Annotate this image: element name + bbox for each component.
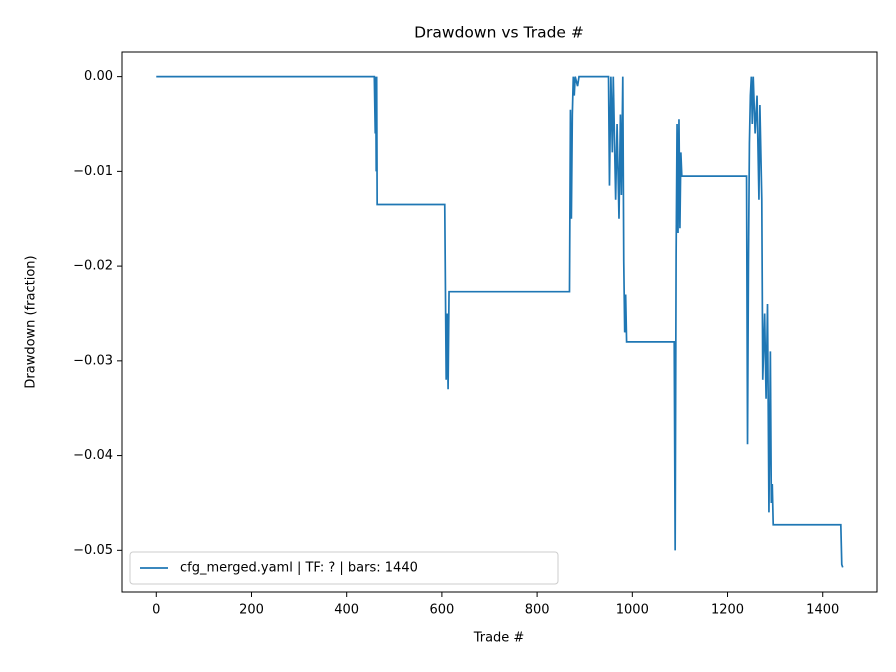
plot-frame <box>121 51 878 593</box>
x-tick-label: 600 <box>429 603 454 618</box>
data-line <box>156 75 844 568</box>
legend-box <box>129 551 559 585</box>
x-tick-label: 800 <box>525 603 550 618</box>
y-tick-label: −0.02 <box>73 259 113 274</box>
y-tick-label: −0.03 <box>73 353 113 368</box>
x-tick-label: 200 <box>239 603 264 618</box>
y-tick-label: −0.04 <box>73 448 113 463</box>
chart-title: Drawdown vs Trade # <box>414 24 584 42</box>
x-tick-label: 0 <box>152 603 160 618</box>
y-tick-label: −0.01 <box>73 164 113 179</box>
x-tick-label: 400 <box>334 603 359 618</box>
y-axis-label: Drawdown (fraction) <box>24 255 39 388</box>
legend-label: cfg_merged.yaml | TF: ? | bars: 1440 <box>180 561 418 576</box>
x-axis-label: Trade # <box>473 631 525 646</box>
x-tick-label: 1200 <box>711 603 744 618</box>
y-tick-label: −0.05 <box>73 543 113 558</box>
x-tick-label: 1000 <box>616 603 649 618</box>
y-tick-label: 0.00 <box>84 69 113 84</box>
x-tick-label: 1400 <box>806 603 839 618</box>
